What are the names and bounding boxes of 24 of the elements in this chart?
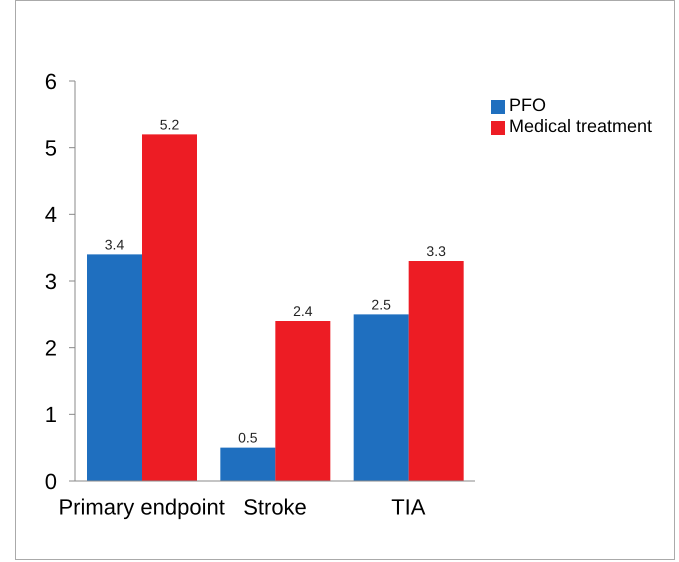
legend-label: Medical treatment	[509, 116, 652, 136]
x-tick-label: Stroke	[243, 494, 307, 520]
y-tick-label: 3	[44, 268, 57, 294]
bar	[408, 261, 464, 481]
legend-label: PFO	[509, 95, 546, 115]
data-label: 0.5	[238, 430, 258, 446]
bar	[142, 134, 197, 481]
y-tick-label: 4	[44, 202, 57, 228]
bar	[220, 448, 276, 481]
data-label: 5.2	[160, 116, 180, 132]
y-tick-label: 6	[44, 68, 57, 94]
bar	[87, 254, 142, 481]
bar	[354, 314, 409, 481]
data-label: 2.4	[293, 303, 313, 319]
data-label: 3.3	[426, 243, 446, 259]
data-label: 3.4	[104, 236, 124, 252]
data-label: 2.5	[371, 296, 392, 312]
bar	[275, 321, 330, 481]
y-tick-label: 5	[44, 135, 57, 160]
x-tick-label: Primary endpoint	[58, 494, 225, 520]
y-tick-label: 1	[44, 402, 57, 428]
y-tick-label: 2	[44, 335, 57, 360]
x-tick-label: TIA	[391, 494, 426, 520]
y-tick-label: 0	[44, 468, 57, 494]
